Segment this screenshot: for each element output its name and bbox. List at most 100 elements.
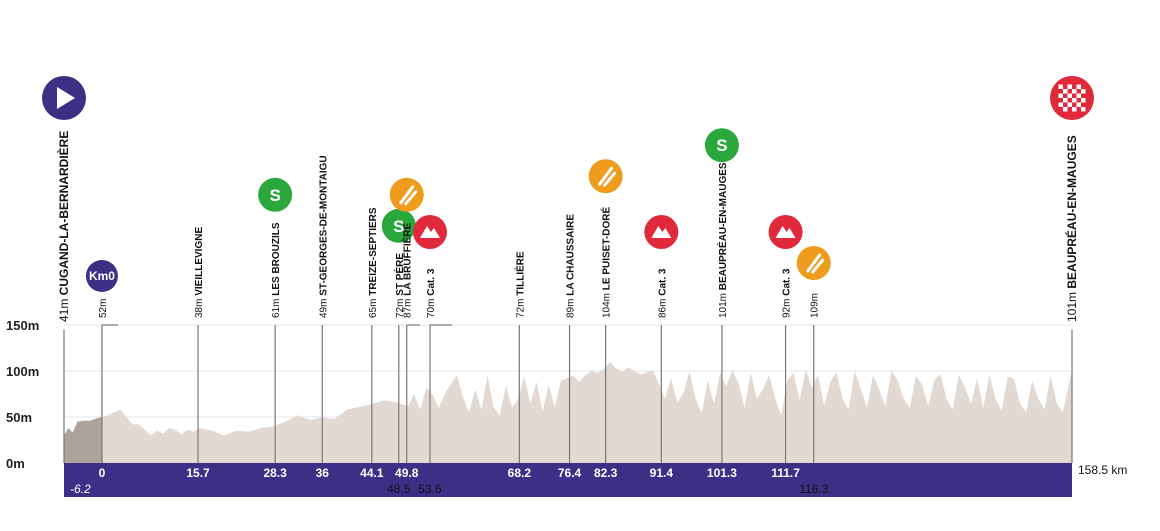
mountain-shape [419,226,440,238]
waypoint-altitude: 109m [810,293,821,318]
sprint-icon-text: S [393,217,404,236]
km-marker: 76.4 [558,466,582,480]
sprint-icon-text: S [716,136,727,155]
waypoint-name: TILLIÈRE [513,251,526,296]
km0-icon [85,260,118,292]
sprint-icon-text: S [269,186,280,205]
waypoint-label: 49m ST-GEORGES-DE-MONTAIGU [318,155,329,318]
km-marker: 28.3 [263,466,287,480]
waypoint-label: 101m BEAUPRÉAU-EN-MAUGES [716,162,729,318]
checker-square [1067,93,1072,98]
waypoint-altitude: 41m [57,295,71,322]
total-distance: 158.5 km [1078,463,1127,477]
waypoint-5: 65m TREIZE-SEPTIERS 44.1 [360,207,384,480]
waypoint-name: LES BROUZILS [271,222,282,296]
checker-square [1063,107,1068,112]
waypoint-11: 104m LE PUISET-DORÉ 82.3 [588,159,623,480]
waypoint-name: TREIZE-SEPTIERS [368,207,379,296]
waypoint-name: Cat. 3 [657,268,668,296]
waypoint-4: 49m ST-GEORGES-DE-MONTAIGU 36 [316,155,330,480]
fork-shape [399,185,415,205]
waypoint-label: 87m LA BRUFFIÈRE [401,222,414,318]
waypoint-0: 41m CUGAND-LA-BERNARDIÈRE [42,76,86,463]
sprint-icon [381,208,416,243]
waypoint-13: 101m BEAUPRÉAU-EN-MAUGES 101.3 S [704,128,739,480]
checker-square [1058,102,1063,107]
waypoint-altitude: 72m [515,296,526,318]
waypoint-altitude: 104m [602,290,613,318]
knife-shape [404,190,418,206]
checker-square [1067,84,1072,89]
checker-square [1063,98,1068,103]
waypoint-altitude: 65m [368,296,379,318]
checker-square [1058,84,1063,89]
waypoint-name: LA BRUFFIÈRE [401,222,414,295]
checker-square [1063,89,1068,94]
checker-square [1076,93,1081,98]
waypoint-15: 109m 116.3 [796,246,831,496]
checker-square [1081,89,1086,94]
km0-icon-text: Km0 [89,269,115,283]
waypoint-label: 92m Cat. 3 [782,268,793,318]
waypoint-altitude: 52m [98,299,109,318]
waypoint-1: 52m 0 Km0 [85,260,118,480]
distance-band-bar [64,463,1072,497]
waypoint-label: 61m LES BROUZILS [271,222,282,318]
waypoint-3: 61m LES BROUZILS 28.3 S [258,177,293,480]
waypoint-14: 92m Cat. 3 111.7 [768,215,803,480]
km-marker: 68.2 [508,466,532,480]
km-marker: 36 [316,466,330,480]
y-tick-label: 50m [6,410,32,425]
waypoint-name: Cat. 3 [426,268,437,296]
fork-shape [806,253,822,273]
checker-square [1072,89,1077,94]
waypoint-label: 72m ST PÈRE [393,253,406,318]
waypoint-name: Cat. 3 [782,268,793,296]
checker-square [1076,84,1081,89]
waypoint-label: 101m BEAUPRÉAU-EN-MAUGES [1064,135,1079,322]
waypoint-altitude: 101m [1065,289,1079,322]
knife-shape [811,258,825,274]
waypoint-label: 52m [98,299,109,318]
y-tick-label: 150m [6,318,39,333]
km-marker: 111.7 [771,466,800,480]
mountain-shape [775,226,796,238]
y-tick-label: 100m [6,364,39,379]
waypoint-name: BEAUPRÉAU-EN-MAUGES [1064,135,1079,288]
waypoint-name: BEAUPRÉAU-EN-MAUGES [716,162,729,290]
y-tick-label: 0m [6,456,25,471]
waypoint-altitude: 92m [782,296,793,318]
waypoint-label: 109m [810,293,821,318]
checker-square [1072,107,1077,112]
waypoint-label: 70m Cat. 3 [426,268,437,318]
waypoint-altitude: 89m [566,296,577,318]
neutral-start-km: -6.2 [70,482,91,496]
y-axis-ticks: 0m 50m 100m 150m [6,318,39,471]
waypoint-16: 101m BEAUPRÉAU-EN-MAUGES [1050,76,1094,463]
waypoint-label: 104m LE PUISET-DORÉ [600,207,613,318]
waypoint-name: ST-GEORGES-DE-MONTAIGU [318,155,329,295]
waypoint-label: 65m TREIZE-SEPTIERS [368,207,379,318]
sprint-icon [258,177,293,212]
km-marker: 49.8 [395,466,419,480]
waypoint-markers: 41m CUGAND-LA-BERNARDIÈRE 52m 0 Km0 38m VIE… [42,76,1094,496]
waypoint-10: 89m LA CHAUSSAIRE 76.4 [558,214,582,480]
km-marker: 48.5 [387,482,411,496]
elevation-area [64,361,1072,463]
km-marker: 0 [99,466,106,480]
knife-shape [603,171,617,187]
sprint-icon [704,128,739,163]
fork-shape [598,166,614,186]
waypoint-6: 72m ST PÈRE 48.5 S [381,208,416,496]
start-arrow [57,87,75,109]
waypoint-9: 72m TILLIÈRE 68.2 [508,251,532,480]
waypoint-name: LE PUISET-DORÉ [600,207,613,291]
km-marker: 116.3 [799,482,828,496]
km-marker: 53.6 [418,482,442,496]
checker-square [1081,98,1086,103]
neutral-zone-fill [64,417,102,463]
waypoint-name: VIEILLEVIGNE [194,227,205,296]
waypoint-label: 72m TILLIÈRE [513,251,526,318]
waypoint-name: ST PÈRE [393,253,406,296]
